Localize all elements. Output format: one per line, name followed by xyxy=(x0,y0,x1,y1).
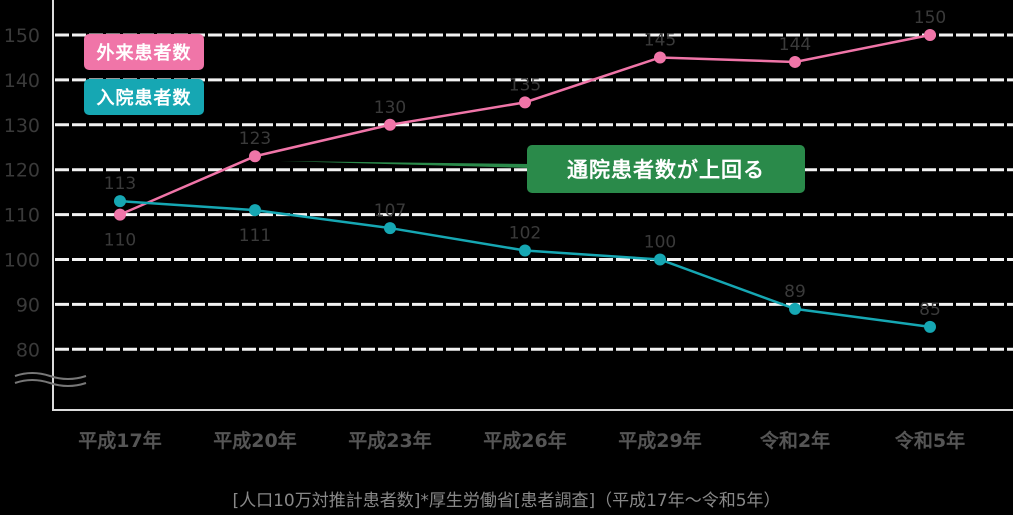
data-point xyxy=(114,208,126,221)
x-tick-label: 平成23年 xyxy=(348,429,431,452)
data-point xyxy=(249,204,261,217)
x-tick-label: 平成17年 xyxy=(78,429,161,452)
x-tick-label: 令和2年 xyxy=(760,429,830,452)
data-point xyxy=(789,55,801,68)
data-label: 145 xyxy=(644,30,676,50)
data-point xyxy=(924,320,936,333)
y-tick-label: 80 xyxy=(16,339,40,361)
data-label: 123 xyxy=(239,129,271,149)
data-label: 110 xyxy=(104,231,136,251)
data-label: 113 xyxy=(104,174,136,194)
series-outpatient: 110 123 130 135 145 144 150 xyxy=(104,8,946,251)
data-point xyxy=(384,118,396,131)
y-tick-label: 140 xyxy=(4,70,40,92)
callout-pointer xyxy=(280,161,530,168)
y-tick-label: 120 xyxy=(4,160,40,182)
x-tick-label: 平成26年 xyxy=(483,429,566,452)
data-label: 111 xyxy=(239,226,271,246)
data-point xyxy=(654,253,666,266)
data-label: 100 xyxy=(644,233,676,253)
axis-break-icon xyxy=(14,372,87,387)
y-tick-label: 150 xyxy=(4,25,40,47)
x-tick-label: 令和5年 xyxy=(895,429,965,452)
y-axis-ticks: 150 140 130 120 110 100 90 80 xyxy=(4,25,40,361)
y-tick-label: 100 xyxy=(4,250,40,272)
data-label: 130 xyxy=(374,98,406,118)
data-series: 110 123 130 135 145 144 150 113 111 107 102 100 89 85 xyxy=(104,8,946,333)
data-point xyxy=(519,96,531,109)
y-tick-label: 110 xyxy=(4,205,40,227)
data-point xyxy=(249,150,261,163)
x-tick-label: 平成29年 xyxy=(618,429,701,452)
data-label: 144 xyxy=(779,35,811,55)
data-label: 107 xyxy=(374,201,406,221)
data-point xyxy=(924,29,936,41)
legend-outpatient: 外来患者数 xyxy=(84,34,204,70)
data-point xyxy=(384,222,396,235)
data-point xyxy=(654,51,666,64)
legend-inpatient: 入院患者数 xyxy=(84,79,204,115)
x-axis-ticks: 平成17年 平成20年 平成23年 平成26年 平成29年 令和2年 令和5年 xyxy=(78,429,965,452)
data-label: 150 xyxy=(914,8,946,28)
source-footnote: [人口10万対推計患者数]*厚生労働省[患者調査]（平成17年～令和5年） xyxy=(232,491,781,511)
data-label: 85 xyxy=(919,300,941,320)
data-point xyxy=(789,302,801,315)
data-point xyxy=(114,195,126,208)
data-point xyxy=(519,244,531,257)
series-inpatient: 113 111 107 102 100 89 85 xyxy=(104,174,941,333)
callout-annotation: 通院患者数が上回る xyxy=(527,145,805,193)
data-label: 135 xyxy=(509,75,541,95)
x-tick-label: 平成20年 xyxy=(213,429,296,452)
y-tick-label: 130 xyxy=(4,115,40,137)
series-line xyxy=(119,199,931,329)
y-tick-label: 90 xyxy=(16,294,40,316)
data-label: 102 xyxy=(509,224,541,244)
data-label: 89 xyxy=(784,282,806,302)
